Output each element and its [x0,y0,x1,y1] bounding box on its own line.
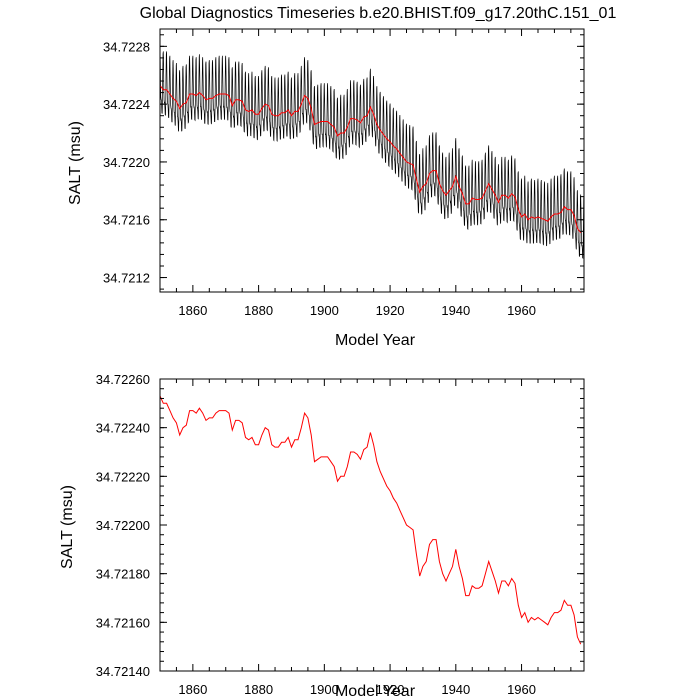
bottom-y-tick-label: 34.72200 [96,518,150,533]
top-y-axis-label: SALT (msu) [67,121,84,205]
bottom-y-tick-label: 34.72220 [96,469,150,484]
bottom-y-tick-label: 34.72240 [96,421,150,436]
bottom-x-axis-label: Model Year [335,683,416,700]
bottom-plot-frame [159,378,585,672]
top-x-tick-label: 1960 [507,303,536,318]
top-x-tick-label: 1860 [178,303,207,318]
top-plot-frame [159,28,585,293]
bottom-y-axis-label: SALT (msu) [59,485,76,569]
bottom-x-tick-label: 1900 [310,682,339,697]
top-x-tick-label: 1880 [244,303,273,318]
top-x-tick-label: 1920 [376,303,405,318]
top-y-tick-label: 34.7220 [103,155,150,170]
top-y-tick-label: 34.7212 [103,271,150,286]
top-x-tick-label: 1940 [441,303,470,318]
monthly-series-line [159,47,585,259]
top-y-tick-label: 34.7224 [103,97,150,112]
top-y-tick-label: 34.7228 [103,39,150,54]
bottom-x-tick-label: 1880 [244,682,273,697]
top-x-tick-label: 1900 [310,303,339,318]
bottom-x-tick-label: 1920 [376,682,405,697]
bottom-x-tick-label: 1960 [507,682,536,697]
bottom-x-tick-label: 1860 [178,682,207,697]
bottom-annual-series-line [159,395,582,645]
top-y-tick-label: 34.7216 [103,213,150,228]
bottom-y-tick-label: 34.72260 [96,372,150,387]
bottom-y-tick-label: 34.72180 [96,567,150,582]
chart-title: Global Diagnostics Timeseries b.e20.BHIS… [140,5,617,22]
top-plot: 1860 1880 1900 1920 1940 1960 34.7212 34.7216 34… [67,28,585,349]
bottom-y-tick-label: 34.72160 [96,615,150,630]
bottom-x-tick-label: 1940 [441,682,470,697]
top-annual-series-line [159,85,582,234]
top-x-axis-label: Model Year [335,332,416,349]
bottom-plot: 1860 1880 1900 1920 1940 1960 34.72140 34.72160… [59,372,585,700]
bottom-y-tick-label: 34.72140 [96,664,150,679]
